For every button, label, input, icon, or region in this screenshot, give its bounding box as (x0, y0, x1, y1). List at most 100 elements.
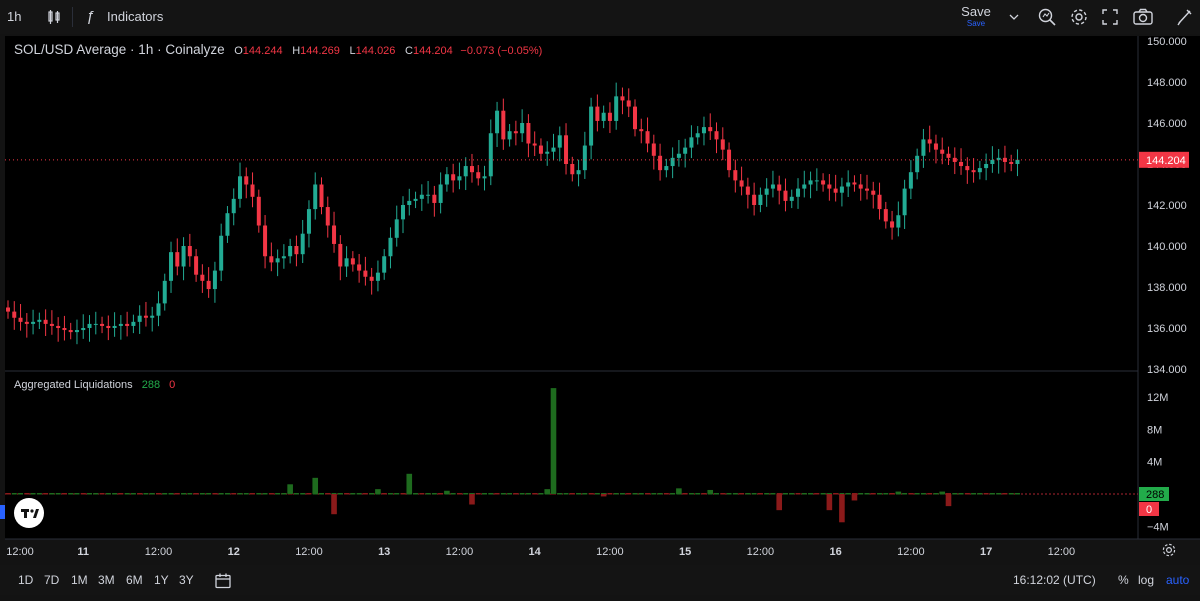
date-range-icon[interactable] (214, 571, 232, 589)
liquidation-short-tag (1139, 502, 1159, 516)
symbol-title[interactable]: SOL/USD Average · 1h · Coinalyze (14, 42, 225, 57)
time-tick-label: 16 (830, 546, 842, 558)
candle-body (357, 264, 362, 271)
liquidation-bar (93, 493, 99, 495)
chevron-down-icon[interactable] (1008, 11, 1020, 23)
percent-scale-button[interactable]: % (1118, 573, 1129, 587)
toolbar-divider (72, 7, 73, 27)
candle-body (401, 205, 406, 220)
candle (407, 188, 412, 216)
bar-style-icon[interactable] (46, 9, 62, 25)
camera-icon[interactable] (1132, 7, 1154, 27)
candle-body (890, 221, 895, 228)
liquidation-bar (475, 493, 481, 495)
candle (106, 315, 111, 341)
candle (921, 128, 926, 168)
search-zoom-icon[interactable] (1037, 7, 1057, 27)
liquidation-bar (1002, 493, 1008, 495)
candle (770, 170, 775, 198)
liquidation-bar (337, 493, 343, 495)
liquidation-bar (638, 493, 644, 495)
liquidation-short-bar (945, 494, 952, 507)
liquidation-bar (933, 493, 939, 495)
candle-body (940, 149, 945, 154)
candle (526, 114, 531, 158)
candle (695, 126, 700, 145)
interval-button[interactable]: 1h (7, 9, 22, 24)
gear-icon[interactable] (1069, 7, 1089, 27)
candle (720, 127, 725, 161)
log-scale-button[interactable]: log (1138, 573, 1155, 587)
candle (871, 181, 876, 209)
candle (814, 168, 819, 191)
candle (1009, 154, 1014, 172)
range-1m-button[interactable]: 1M (71, 573, 88, 587)
liquidation-bar (651, 493, 657, 495)
liquidation-bar (889, 493, 895, 495)
liquidation-bar (613, 493, 619, 495)
liquidation-bar (757, 493, 763, 495)
time-tick-label: 11 (77, 546, 89, 558)
candle (808, 171, 813, 199)
candle-body (651, 143, 656, 156)
indicators-button[interactable]: Indicators (107, 9, 164, 24)
axis-settings-icon[interactable] (1161, 542, 1177, 563)
liquidation-bar (701, 493, 707, 495)
last-price-tag (1139, 151, 1189, 168)
liquidation-bar (243, 493, 249, 495)
candle-body (990, 159, 995, 164)
fx-icon[interactable]: ƒ (86, 8, 95, 25)
candle-body (106, 325, 111, 328)
liquidation-bar (870, 493, 876, 495)
liquidation-bar (569, 493, 575, 495)
fullscreen-icon[interactable] (1101, 8, 1119, 26)
range-1y-button[interactable]: 1Y (154, 573, 169, 587)
liquidation-bar (181, 493, 187, 495)
candle (821, 173, 826, 192)
liquidation-short-bar (776, 494, 783, 511)
candle (683, 138, 688, 168)
candle-body (933, 143, 938, 150)
candle (426, 181, 431, 204)
time-tick-label: 12:00 (6, 546, 34, 558)
candle (557, 126, 562, 162)
candle (375, 260, 380, 292)
liquidation-title[interactable]: Aggregated Liquidations (14, 379, 133, 391)
candle-body (363, 270, 368, 277)
candle-body (338, 243, 343, 267)
candle (469, 153, 474, 183)
candle-body (413, 198, 418, 201)
candle-body (564, 135, 569, 164)
range-6m-button[interactable]: 6M (126, 573, 143, 587)
candle-body (720, 139, 725, 150)
side-panel-tab[interactable] (0, 505, 5, 519)
candle-body (451, 174, 456, 181)
candle-body (169, 252, 174, 281)
candle (394, 205, 399, 247)
range-1d-button[interactable]: 1D (18, 573, 34, 587)
candle-body (614, 96, 619, 121)
candle (614, 82, 619, 130)
candle-body (501, 110, 506, 140)
range-3m-button[interactable]: 3M (98, 573, 115, 587)
liquidation-bar (5, 493, 11, 495)
open-key: O (234, 45, 243, 57)
price-axis[interactable] (1138, 36, 1200, 539)
pencil-icon[interactable] (1175, 7, 1193, 27)
auto-scale-button[interactable]: auto (1166, 573, 1190, 587)
range-3y-button[interactable]: 3Y (179, 573, 194, 587)
liquidation-bar (256, 493, 262, 495)
candle (890, 210, 895, 240)
tradingview-logo[interactable] (14, 498, 44, 528)
liquidation-bar (632, 493, 638, 495)
save-button[interactable]: Save Save (956, 4, 996, 32)
candle-body (745, 186, 750, 195)
candle-body (683, 147, 688, 154)
chart-pane[interactable] (5, 36, 1138, 539)
liquidation-bar (751, 493, 757, 495)
candle-body (532, 143, 537, 146)
range-7d-button[interactable]: 7D (44, 573, 60, 587)
candle-body (488, 133, 493, 177)
candle (269, 242, 274, 272)
utc-clock[interactable]: 16:12:02 (UTC) (1013, 573, 1096, 587)
